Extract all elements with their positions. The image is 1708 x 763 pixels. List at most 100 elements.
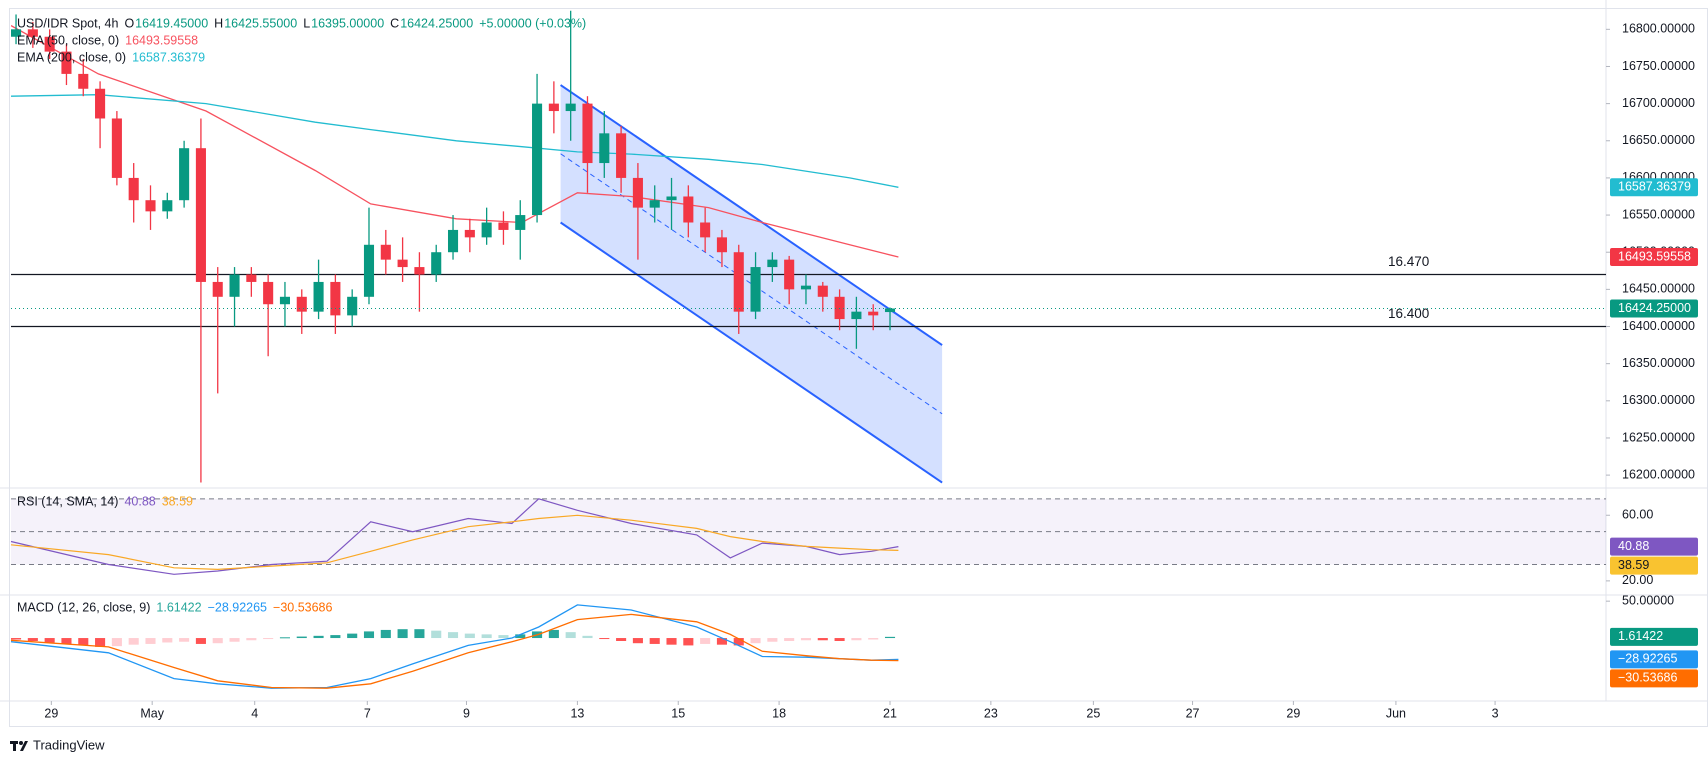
legend-value: 16587.36379 (132, 50, 205, 64)
axis-tag (1610, 650, 1698, 669)
ohlc-key: H (214, 16, 223, 30)
histogram-bar (145, 638, 156, 644)
ohlc-key: L (303, 16, 310, 30)
rsi-band (11, 498, 1606, 565)
candle-body (330, 281, 341, 316)
y-tick-label: 16200.00000 (1622, 467, 1695, 481)
x-tick-label: 13 (570, 706, 584, 720)
axis-tag (1610, 247, 1698, 266)
histogram-bar (296, 636, 307, 639)
logo (10, 741, 28, 751)
x-tick-label: 21 (883, 706, 897, 720)
level-label: 16.400 (1388, 306, 1429, 321)
legend-name: EMA (50, close, 0) (17, 33, 119, 47)
candle-body (111, 118, 122, 178)
x-tick-label: 29 (1286, 706, 1300, 720)
candle-body (27, 29, 38, 37)
x-tick-label: 15 (671, 706, 685, 720)
y-tick-label: 16800.00000 (1622, 22, 1695, 36)
candle-body (95, 88, 106, 119)
histogram-bar (313, 635, 324, 639)
y-tick-label: 16350.00000 (1622, 356, 1695, 370)
candle-body (868, 311, 879, 316)
histogram-bar (750, 638, 761, 644)
histogram-bar (111, 638, 122, 647)
histogram-bar (868, 638, 879, 640)
histogram-bar (784, 638, 795, 641)
histogram-bar (44, 638, 55, 643)
ohlc-key: C (390, 16, 399, 30)
candle-body (767, 259, 778, 268)
channel-middle (560, 153, 943, 415)
histogram-bar (649, 638, 660, 644)
histogram-bar (397, 629, 408, 639)
histogram-bar (884, 636, 896, 639)
axis-tag (1610, 299, 1698, 318)
histogram-bar (481, 634, 492, 639)
x-tick-label: 29 (44, 706, 58, 720)
histogram-bar (27, 638, 38, 641)
candle-body (498, 222, 509, 230)
legend-name: EMA (200, close, 0) (17, 50, 126, 64)
y-tick-label: 16250.00000 (1622, 430, 1695, 444)
candle-body (347, 296, 358, 316)
x-tick-label: 25 (1086, 706, 1100, 720)
legend-value: 38.59 (162, 494, 193, 508)
candle-body (548, 103, 559, 112)
histogram-bar (767, 638, 778, 642)
y-tick-label: 16700.00000 (1622, 96, 1695, 110)
y-tick-label: 60.00 (1622, 508, 1653, 522)
candle-body (750, 267, 761, 312)
ohlc-value: 16419.45000 (135, 16, 208, 30)
histogram-bar (632, 638, 643, 644)
candle-body (834, 296, 845, 320)
candle-body (447, 229, 459, 253)
candle-body (145, 200, 156, 212)
axis-tag-label: 16424.25000 (1618, 301, 1691, 315)
histogram-bar (380, 629, 391, 639)
candle-body (817, 285, 828, 297)
level-label: 16.470 (1388, 254, 1429, 269)
legend-value: 40.88 (124, 494, 155, 508)
candle-body (246, 274, 257, 282)
candle-body (431, 252, 442, 275)
histogram-bar (733, 638, 744, 646)
candle-body (800, 285, 812, 290)
candle-body (296, 296, 307, 312)
main-pane (11, 10, 1606, 484)
x-tick-label: May (140, 706, 164, 720)
candle-body (11, 29, 22, 37)
ohlc-value: 16395.00000 (311, 16, 384, 30)
y-tick-label: 16450.00000 (1622, 282, 1695, 296)
histogram-bar (599, 638, 610, 640)
y-tick-label: 20.00 (1622, 573, 1653, 587)
histogram-bar (162, 638, 173, 643)
candle-body (263, 281, 274, 305)
macd-line (10, 604, 899, 689)
histogram-bar (95, 638, 106, 647)
histogram-bar (683, 638, 694, 646)
candle-body (212, 281, 223, 297)
candle-body (716, 237, 727, 253)
macd-line (10, 613, 899, 689)
candle-body (195, 148, 206, 282)
histogram-bar (834, 638, 845, 641)
histogram-bar (464, 633, 475, 639)
histogram-bar (414, 629, 425, 639)
histogram-bar (582, 635, 593, 639)
axis-tag-label: 16587.36379 (1618, 180, 1691, 194)
candle-body (179, 148, 190, 201)
candle-body (414, 267, 425, 275)
x-tick-label: 18 (772, 706, 786, 720)
axis-tag-label: −28.92265 (1618, 652, 1677, 666)
histogram-bar (700, 638, 711, 644)
y-tick-label: 16300.00000 (1622, 393, 1695, 407)
histogram-bar (195, 638, 206, 644)
candle-body (851, 311, 862, 320)
candle-body (784, 259, 795, 290)
ema-line (11, 94, 899, 188)
histogram-bar (128, 638, 139, 645)
candle-body (683, 196, 694, 223)
x-tick-label: 23 (984, 706, 998, 720)
